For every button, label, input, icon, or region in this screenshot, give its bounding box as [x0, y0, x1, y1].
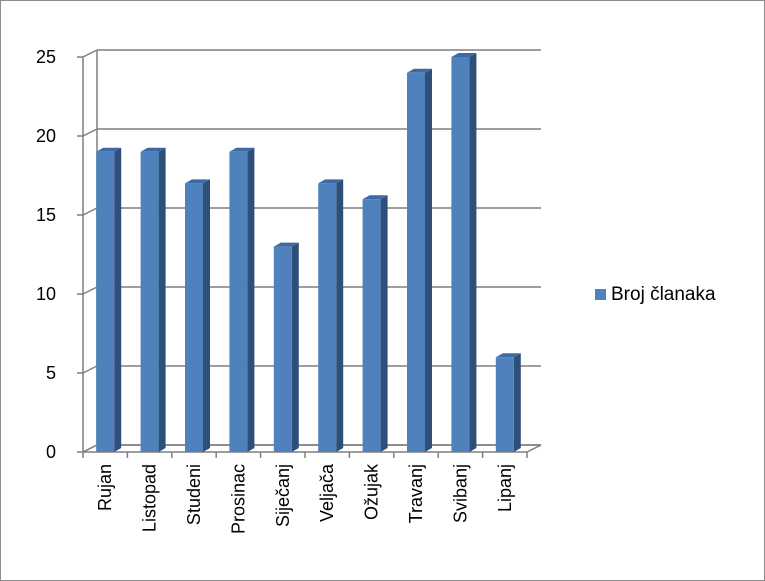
y-axis-ticks: 0 5 10 15 20 25 [36, 47, 56, 462]
bar-top [229, 147, 255, 152]
x-tick-label: Veljača [317, 463, 337, 522]
bar-side [380, 195, 388, 452]
x-tick-label: Lipanj [495, 464, 515, 512]
bar [495, 353, 521, 452]
bar-front [318, 183, 337, 452]
bar-side [158, 147, 166, 453]
bar [229, 147, 255, 453]
bar-side [247, 147, 255, 453]
legend-swatch [595, 289, 606, 300]
bar [407, 68, 432, 453]
x-tick-label: Siječanj [273, 464, 293, 527]
x-tick-label: Prosinac [228, 464, 248, 534]
bar-front [140, 151, 159, 453]
bar-front [451, 57, 470, 452]
y-tick-label: 25 [36, 47, 56, 67]
bar-front [495, 357, 514, 452]
bar [451, 53, 477, 452]
bar-top [185, 179, 210, 184]
bars [96, 53, 521, 453]
x-tick-label: Travanj [406, 464, 426, 523]
gridline-diagonal [82, 365, 98, 374]
y-tick-label: 5 [46, 363, 56, 383]
legend-label: Broj članaka [611, 284, 716, 305]
bar-front [96, 151, 115, 453]
bar [273, 242, 299, 452]
y-tick-label: 20 [36, 126, 56, 146]
x-tick-label: Listopad [140, 464, 160, 532]
bar [318, 179, 344, 452]
bar [96, 147, 122, 453]
x-tick-label: Ožujak [362, 463, 382, 520]
x-tick-label: Svibanj [450, 464, 470, 523]
x-axis-ticks: Rujan Listopad Studeni Prosinac Siječanj Velj… [95, 463, 515, 534]
x-tick-label: Rujan [95, 464, 115, 511]
gridline-diagonal [82, 128, 98, 137]
bar-front [229, 151, 248, 453]
bar-top [273, 242, 299, 247]
bar-side [203, 179, 210, 452]
bar [362, 195, 388, 452]
bar [140, 147, 166, 453]
bar-side [513, 353, 521, 452]
bar-front [273, 246, 292, 452]
bar-top [362, 195, 388, 200]
gridline-diagonal [82, 49, 98, 58]
bar-top [407, 68, 432, 73]
bar-side [114, 147, 122, 453]
y-tick-label: 0 [46, 442, 56, 462]
bar-front [407, 72, 425, 453]
bar-side [336, 179, 344, 452]
gridline-diagonal [82, 444, 98, 453]
bar-top [451, 53, 477, 57]
bar-side [291, 242, 299, 452]
bar-front [185, 183, 203, 452]
bar [185, 179, 210, 452]
bar-front [362, 199, 381, 452]
gridline-diagonal [82, 207, 98, 216]
bar-side [425, 68, 432, 453]
legend: Broj članaka [595, 284, 716, 305]
bar-top [140, 147, 166, 152]
y-tick-label: 10 [36, 284, 56, 304]
gridline-diagonal [82, 286, 98, 295]
bar-side [469, 53, 477, 452]
bar-top [495, 353, 521, 358]
y-tick-label: 15 [36, 205, 56, 225]
bar-top [96, 147, 122, 152]
bar-top [318, 179, 344, 184]
x-tick-label: Studeni [184, 464, 204, 525]
